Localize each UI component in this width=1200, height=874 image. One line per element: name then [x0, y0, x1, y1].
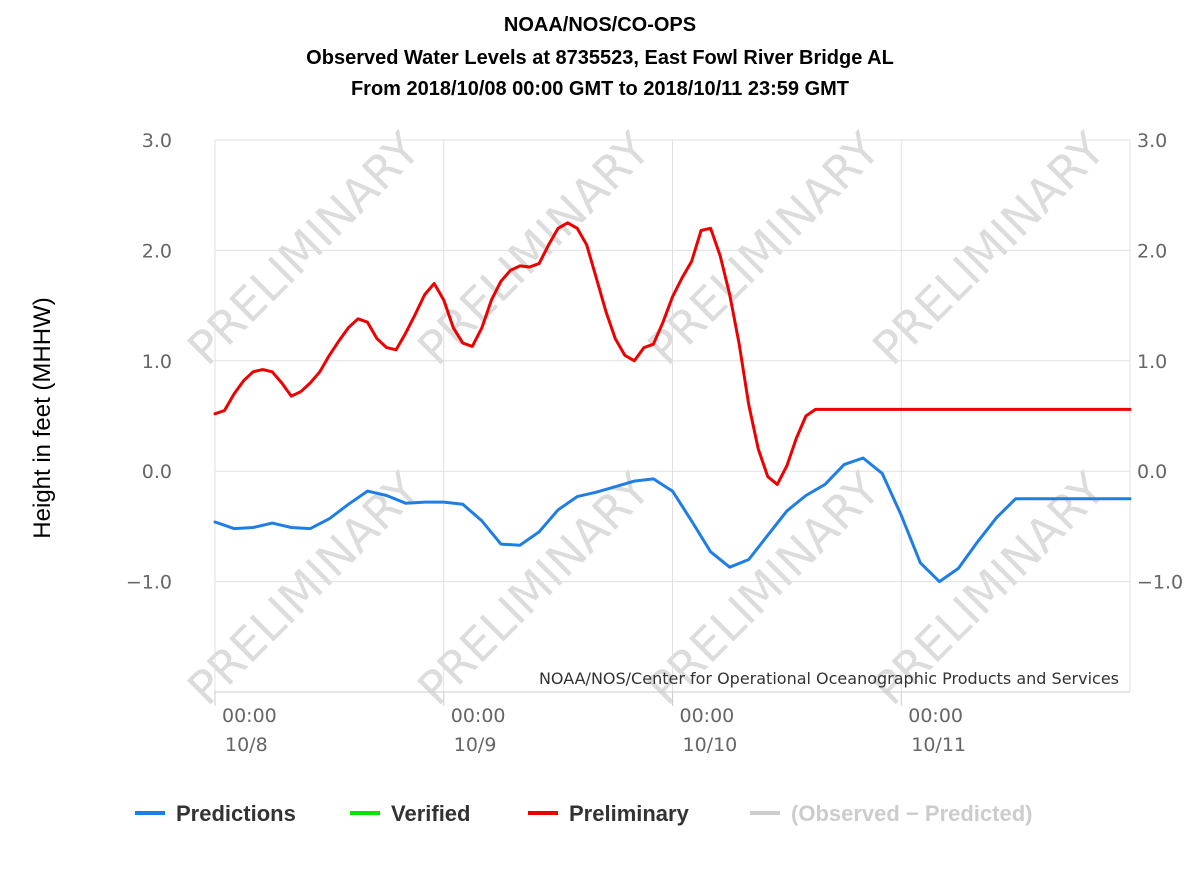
y-tick-right: 2.0: [1137, 240, 1167, 262]
chart-title-line3: From 2018/10/08 00:00 GMT to 2018/10/11 …: [350, 78, 850, 100]
legend-label: Predictions: [176, 801, 296, 826]
y-tick-left: 0.0: [142, 461, 172, 483]
x-tick-time: 00:00: [680, 705, 735, 727]
x-tick-time: 00:00: [222, 705, 277, 727]
x-tick-date: 10/8: [225, 734, 268, 756]
legend-label: (Observed − Predicted): [791, 801, 1032, 826]
y-tick-left: 2.0: [142, 240, 172, 262]
y-tick-right: −1.0: [1137, 572, 1183, 594]
legend: Predictions Verified Preliminary (Observed …: [135, 801, 1032, 826]
legend-label: Preliminary: [569, 801, 690, 826]
tick-labels: 3.0 3.0 2.0 2.0 1.0 1.0 0.0 0.0 −1.0 −1.0 00:00 10/…: [126, 130, 1183, 756]
watermark-layer: PRELIMINARYPRELIMINARYPRELIMINARYPRELIMI…: [177, 121, 1116, 715]
series-line-preliminary: [213, 221, 1132, 486]
y-tick-left: −1.0: [126, 572, 172, 594]
x-tick-time: 00:00: [451, 705, 506, 727]
watermark-text: PRELIMINARY: [407, 121, 661, 375]
x-tick-date: 10/9: [454, 734, 497, 756]
series-line-predictions: [213, 456, 1132, 584]
legend-label: Verified: [391, 801, 470, 826]
credit-text: NOAA/NOS/Center for Operational Oceanogr…: [539, 669, 1119, 688]
chart-title-line1: NOAA/NOS/CO-OPS: [503, 14, 697, 36]
y-tick-left: 1.0: [142, 351, 172, 373]
y-tick-left: 3.0: [142, 130, 172, 152]
y-tick-right: 3.0: [1137, 130, 1167, 152]
chart-title-line2: Observed Water Levels at 8735523, East F…: [306, 47, 894, 69]
series-layer: [213, 221, 1132, 584]
x-tick-time: 00:00: [908, 705, 963, 727]
y-axis-label: Height in feet (MHHW): [29, 297, 56, 538]
x-tick-date: 10/10: [683, 734, 738, 756]
watermark-text: PRELIMINARY: [637, 121, 891, 375]
y-tick-right: 1.0: [1137, 351, 1167, 373]
watermark-text: PRELIMINARY: [862, 121, 1116, 375]
y-tick-right: 0.0: [1137, 461, 1167, 483]
x-tick-date: 10/11: [911, 734, 966, 756]
